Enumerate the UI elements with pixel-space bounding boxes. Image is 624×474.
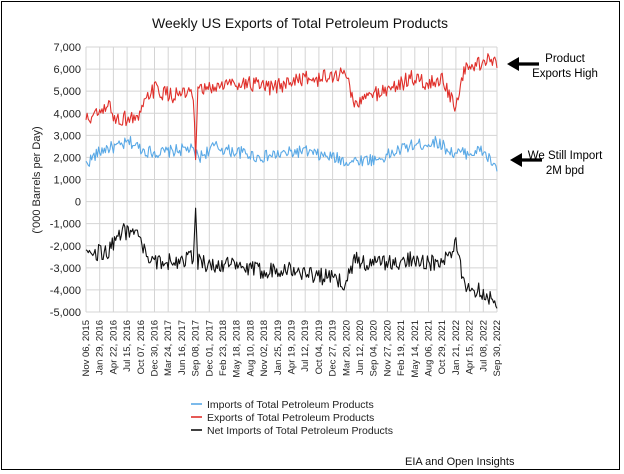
x-tick-label: Jun 12, 2020 xyxy=(355,320,366,375)
x-tick-label: Apr 19, 2019 xyxy=(287,320,298,374)
y-tick-label: -3,000 xyxy=(50,263,81,275)
grid-layer xyxy=(85,46,498,313)
y-axis-ticks: 7,000 6,000 5,000 4,000 3,000 2,000 1,000 0 -1,0… xyxy=(50,42,81,319)
x-tick-label: Apr 22, 2016 xyxy=(108,320,119,374)
legend-entry: Exports of Total Petroleum Products xyxy=(207,412,374,424)
x-tick-label: May 18, 2018 xyxy=(232,320,243,378)
x-tick-label: Aug 06, 2021 xyxy=(424,320,435,377)
x-tick-label: Dec 30, 2016 xyxy=(150,320,161,377)
y-tick-label: 0 xyxy=(75,197,81,209)
annotation-text: We Still Import xyxy=(528,150,603,162)
x-tick-label: Nov 27, 2020 xyxy=(382,320,393,377)
legend-entry: Net Imports of Total Petroleum Products xyxy=(207,425,393,437)
annotation-text: Exports High xyxy=(532,68,598,80)
annotation-arrow-head xyxy=(507,57,519,71)
y-tick-label: 3,000 xyxy=(53,130,81,142)
annotations: Product Exports High We Still Import 2M bpd xyxy=(507,53,603,177)
x-tick-label: Dec 27, 2019 xyxy=(328,320,339,377)
x-tick-label: Feb 23, 2018 xyxy=(218,320,229,376)
y-tick-label: 2,000 xyxy=(53,152,81,164)
y-tick-label: -2,000 xyxy=(50,241,81,253)
x-tick-label: Sep 08, 2017 xyxy=(191,320,202,377)
x-tick-label: Oct 29, 2021 xyxy=(437,320,448,374)
x-tick-label: Apr 15, 2022 xyxy=(465,320,476,374)
x-tick-label: Nov 02, 2018 xyxy=(259,320,270,377)
x-tick-label: Mar 24, 2017 xyxy=(163,320,174,376)
legend-entry: Imports of Total Petroleum Products xyxy=(207,399,374,411)
x-tick-label: Jan 25, 2019 xyxy=(273,320,284,375)
x-tick-label: Oct 07, 2016 xyxy=(136,320,147,374)
chart-title: Weekly US Exports of Total Petroleum Pro… xyxy=(152,15,448,31)
x-tick-label: Jul 08, 2022 xyxy=(478,320,489,372)
y-tick-label: 7,000 xyxy=(53,42,81,54)
series-line xyxy=(85,53,498,161)
annotation-text: Product xyxy=(545,53,585,65)
y-tick-label: -1,000 xyxy=(50,219,81,231)
series-layer xyxy=(85,53,498,309)
x-tick-label: Aug 10, 2018 xyxy=(245,320,256,377)
y-tick-label: 4,000 xyxy=(53,108,81,120)
x-tick-label: Nov 06, 2015 xyxy=(81,320,92,377)
x-tick-label: Oct 04, 2019 xyxy=(314,320,325,374)
x-tick-label: Feb 19, 2021 xyxy=(396,320,407,376)
x-tick-label: Jan 29, 2016 xyxy=(95,320,106,375)
legend: Imports of Total Petroleum ProductsExpor… xyxy=(191,399,393,437)
y-tick-label: 1,000 xyxy=(53,175,81,187)
x-tick-label: Jan 21, 2022 xyxy=(451,320,462,375)
y-tick-label: -5,000 xyxy=(50,307,81,319)
y-tick-label: 6,000 xyxy=(53,64,81,76)
y-axis-label: ('000 Barrels per Day) xyxy=(31,126,43,233)
x-tick-label: Mar 20, 2020 xyxy=(341,320,352,376)
x-tick-label: Jul 15, 2016 xyxy=(122,320,133,372)
x-tick-label: Sep 04, 2020 xyxy=(369,320,380,377)
x-tick-label: Jun 16, 2017 xyxy=(177,320,188,375)
x-axis-ticks: Nov 06, 2015 Jan 29, 2016 Apr 22, 2016 Jul … xyxy=(81,320,503,378)
series-line xyxy=(85,135,498,172)
x-tick-label: Jul 12, 2019 xyxy=(300,320,311,372)
x-tick-label: Dec 01, 2017 xyxy=(204,320,215,377)
x-tick-label: May 14, 2021 xyxy=(410,320,421,378)
source-note: EIA and Open Insights xyxy=(405,456,515,468)
x-tick-label: Sep 30, 2022 xyxy=(492,320,503,377)
annotation-arrow-head xyxy=(510,153,522,167)
annotation-text: 2M bpd xyxy=(546,165,584,177)
y-tick-label: -4,000 xyxy=(50,285,81,297)
series-line xyxy=(85,207,498,309)
y-tick-label: 5,000 xyxy=(53,86,81,98)
